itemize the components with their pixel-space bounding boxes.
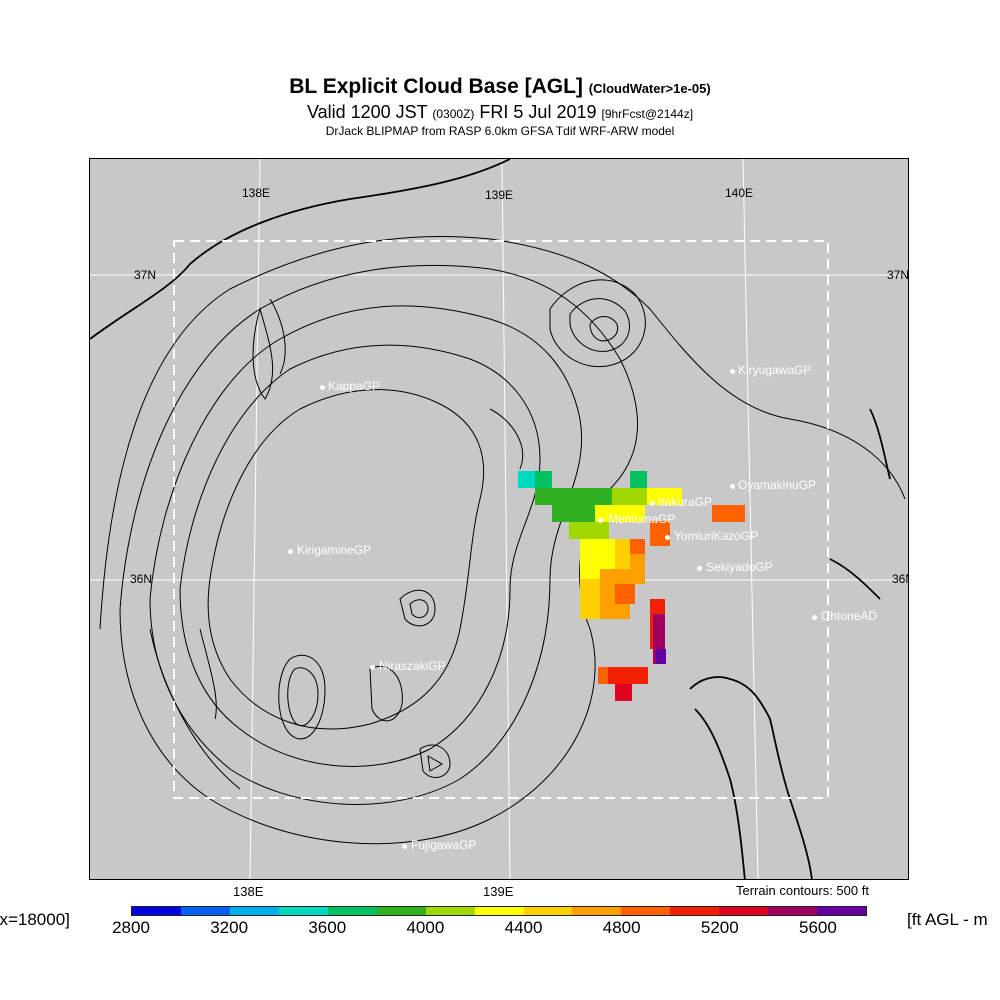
cell-gold-1	[615, 539, 630, 569]
title-block: BL Explicit Cloud Base [AGL] (CloudWater…	[0, 74, 1000, 139]
legend-units: [ft AGL - m	[907, 910, 988, 929]
colorbar-swatch	[719, 907, 769, 915]
valid-utc: (0300Z)	[432, 107, 475, 121]
terrain-contours	[99, 235, 906, 845]
colorbar-swatch	[670, 907, 720, 915]
terrain-note: Terrain contours: 500 ft	[736, 883, 869, 898]
colorbar-tick-label: 2800	[112, 918, 150, 937]
meridian-138	[249, 159, 261, 879]
lat-label-36-right: 36N	[892, 572, 908, 586]
site-label-fujigawa[interactable]: FujigawaGP	[411, 838, 477, 852]
colorbar-swatch	[572, 907, 622, 915]
colorbar-swatch	[474, 907, 524, 915]
colorbar-tick-label: 5200	[700, 918, 739, 937]
graticule	[90, 159, 908, 879]
colorbar-swatch	[523, 907, 573, 915]
colorbar-tick-label: 3600	[308, 918, 347, 937]
site-label-kappa[interactable]: KappaGP	[328, 379, 381, 393]
site-label-niraszaki[interactable]: NiraszakiGP	[379, 659, 446, 673]
map-canvas	[90, 159, 908, 879]
site-marker[interactable]	[320, 385, 325, 390]
site-label-sekiyado[interactable]: SekiyadoGP	[706, 560, 773, 574]
map-frame[interactable]: 138E 139E 140E 37N 37N 36N 36N Kiryugawa…	[89, 158, 909, 880]
colorbar-swatch	[425, 907, 475, 915]
colorbar-swatch	[817, 907, 867, 915]
cloud-base-shading	[518, 471, 745, 701]
valid-date: FRI 5 Jul 2019	[479, 102, 597, 122]
model-info: DrJack BLIPMAP from RASP 6.0km GFSA Tdif…	[325, 124, 675, 138]
site-marker[interactable]	[730, 484, 735, 489]
title-main: BL Explicit Cloud Base [AGL]	[289, 75, 583, 98]
cell-orange-4	[712, 505, 745, 522]
colorbar-tick-label: 3200	[210, 918, 249, 937]
cell-crimson-1	[615, 684, 632, 701]
site-marker[interactable]	[402, 844, 407, 849]
cell-orange-3	[650, 521, 670, 546]
colorbar-swatch	[132, 907, 181, 915]
cell-orange-2	[615, 584, 635, 604]
cell-purple-1	[656, 649, 666, 664]
site-marker[interactable]	[812, 615, 817, 620]
colorbar-swatch	[229, 907, 279, 915]
site-label-kiryugawa[interactable]: KiryugawaGP	[738, 363, 812, 377]
colorbar-tick-label: 4000	[406, 918, 445, 937]
forecast-info: [9hrFcst@2144z]	[601, 107, 694, 121]
cell-yellow-2	[595, 505, 645, 522]
site-marker[interactable]	[665, 535, 670, 540]
colorbar-tick-label: 4800	[602, 918, 641, 937]
cell-orange-5	[598, 667, 608, 684]
cell-green-3	[535, 488, 630, 505]
site-marker[interactable]	[370, 665, 375, 670]
site-label-itakura[interactable]: ItakuraGP	[658, 495, 713, 509]
lon-label-140-top: 140E	[725, 186, 754, 200]
cell-gold-2	[580, 579, 600, 619]
cell-red-2	[598, 667, 648, 684]
cell-green-1	[535, 471, 552, 488]
colorbar-swatch	[621, 907, 671, 915]
lon-label-138-top: 138E	[242, 186, 271, 200]
colorbar-tick-label: 5600	[799, 918, 837, 937]
colorbar-swatch	[278, 907, 328, 915]
colorbar-swatch	[180, 907, 230, 915]
colorbar-swatch	[768, 907, 818, 915]
lat-label-37-left: 37N	[134, 268, 157, 282]
colorbar	[131, 906, 867, 916]
coastline	[90, 159, 891, 879]
meridian-139	[501, 159, 511, 879]
legend-left-text: ax=18000]	[0, 910, 70, 929]
site-label-memuma[interactable]: MemumaGP	[608, 512, 676, 526]
site-marker[interactable]	[650, 501, 655, 506]
site-label-yomiurikazo[interactable]: YomiuriKazoGP	[674, 529, 759, 543]
site-marker[interactable]	[598, 518, 603, 523]
colorbar-tick-label: 4400	[504, 918, 543, 937]
colorbar-swatch	[327, 907, 377, 915]
site-label-kirigamine[interactable]: KirigamineGP	[297, 543, 372, 557]
lat-label-37-right: 37N	[887, 268, 909, 282]
cell-green-2	[630, 471, 647, 488]
site-marker[interactable]	[697, 566, 702, 571]
cell-lime-2	[569, 522, 609, 539]
lon-label-139-top: 139E	[485, 188, 514, 202]
title-qualifier: (CloudWater>1e-05)	[588, 81, 711, 96]
cell-amber-2	[630, 554, 645, 584]
colorbar-swatch	[376, 907, 426, 915]
cell-orange-1	[630, 539, 645, 554]
lon-label-139-bottom: 139E	[483, 884, 514, 899]
valid-time: Valid 1200 JST (0300Z) FRI 5 Jul 2019 [9…	[0, 102, 1000, 124]
cell-teal-1	[518, 471, 535, 488]
cell-yellow-1	[647, 488, 682, 505]
lon-label-138-bottom: 138E	[233, 884, 264, 899]
site-marker[interactable]	[730, 369, 735, 374]
valid-prefix: Valid 1200 JST	[306, 102, 428, 122]
lat-label-36-left: 36N	[130, 572, 153, 586]
site-label-ohtone[interactable]: OhtoneAD	[821, 609, 878, 623]
meridian-140	[742, 159, 759, 879]
domain-box	[173, 240, 829, 799]
site-label-oyamakinu[interactable]: OyamakinuGP	[738, 478, 817, 492]
cell-lime-1	[612, 488, 647, 505]
site-marker[interactable]	[288, 549, 293, 554]
map-title: BL Explicit Cloud Base [AGL] (CloudWater…	[0, 74, 1000, 102]
